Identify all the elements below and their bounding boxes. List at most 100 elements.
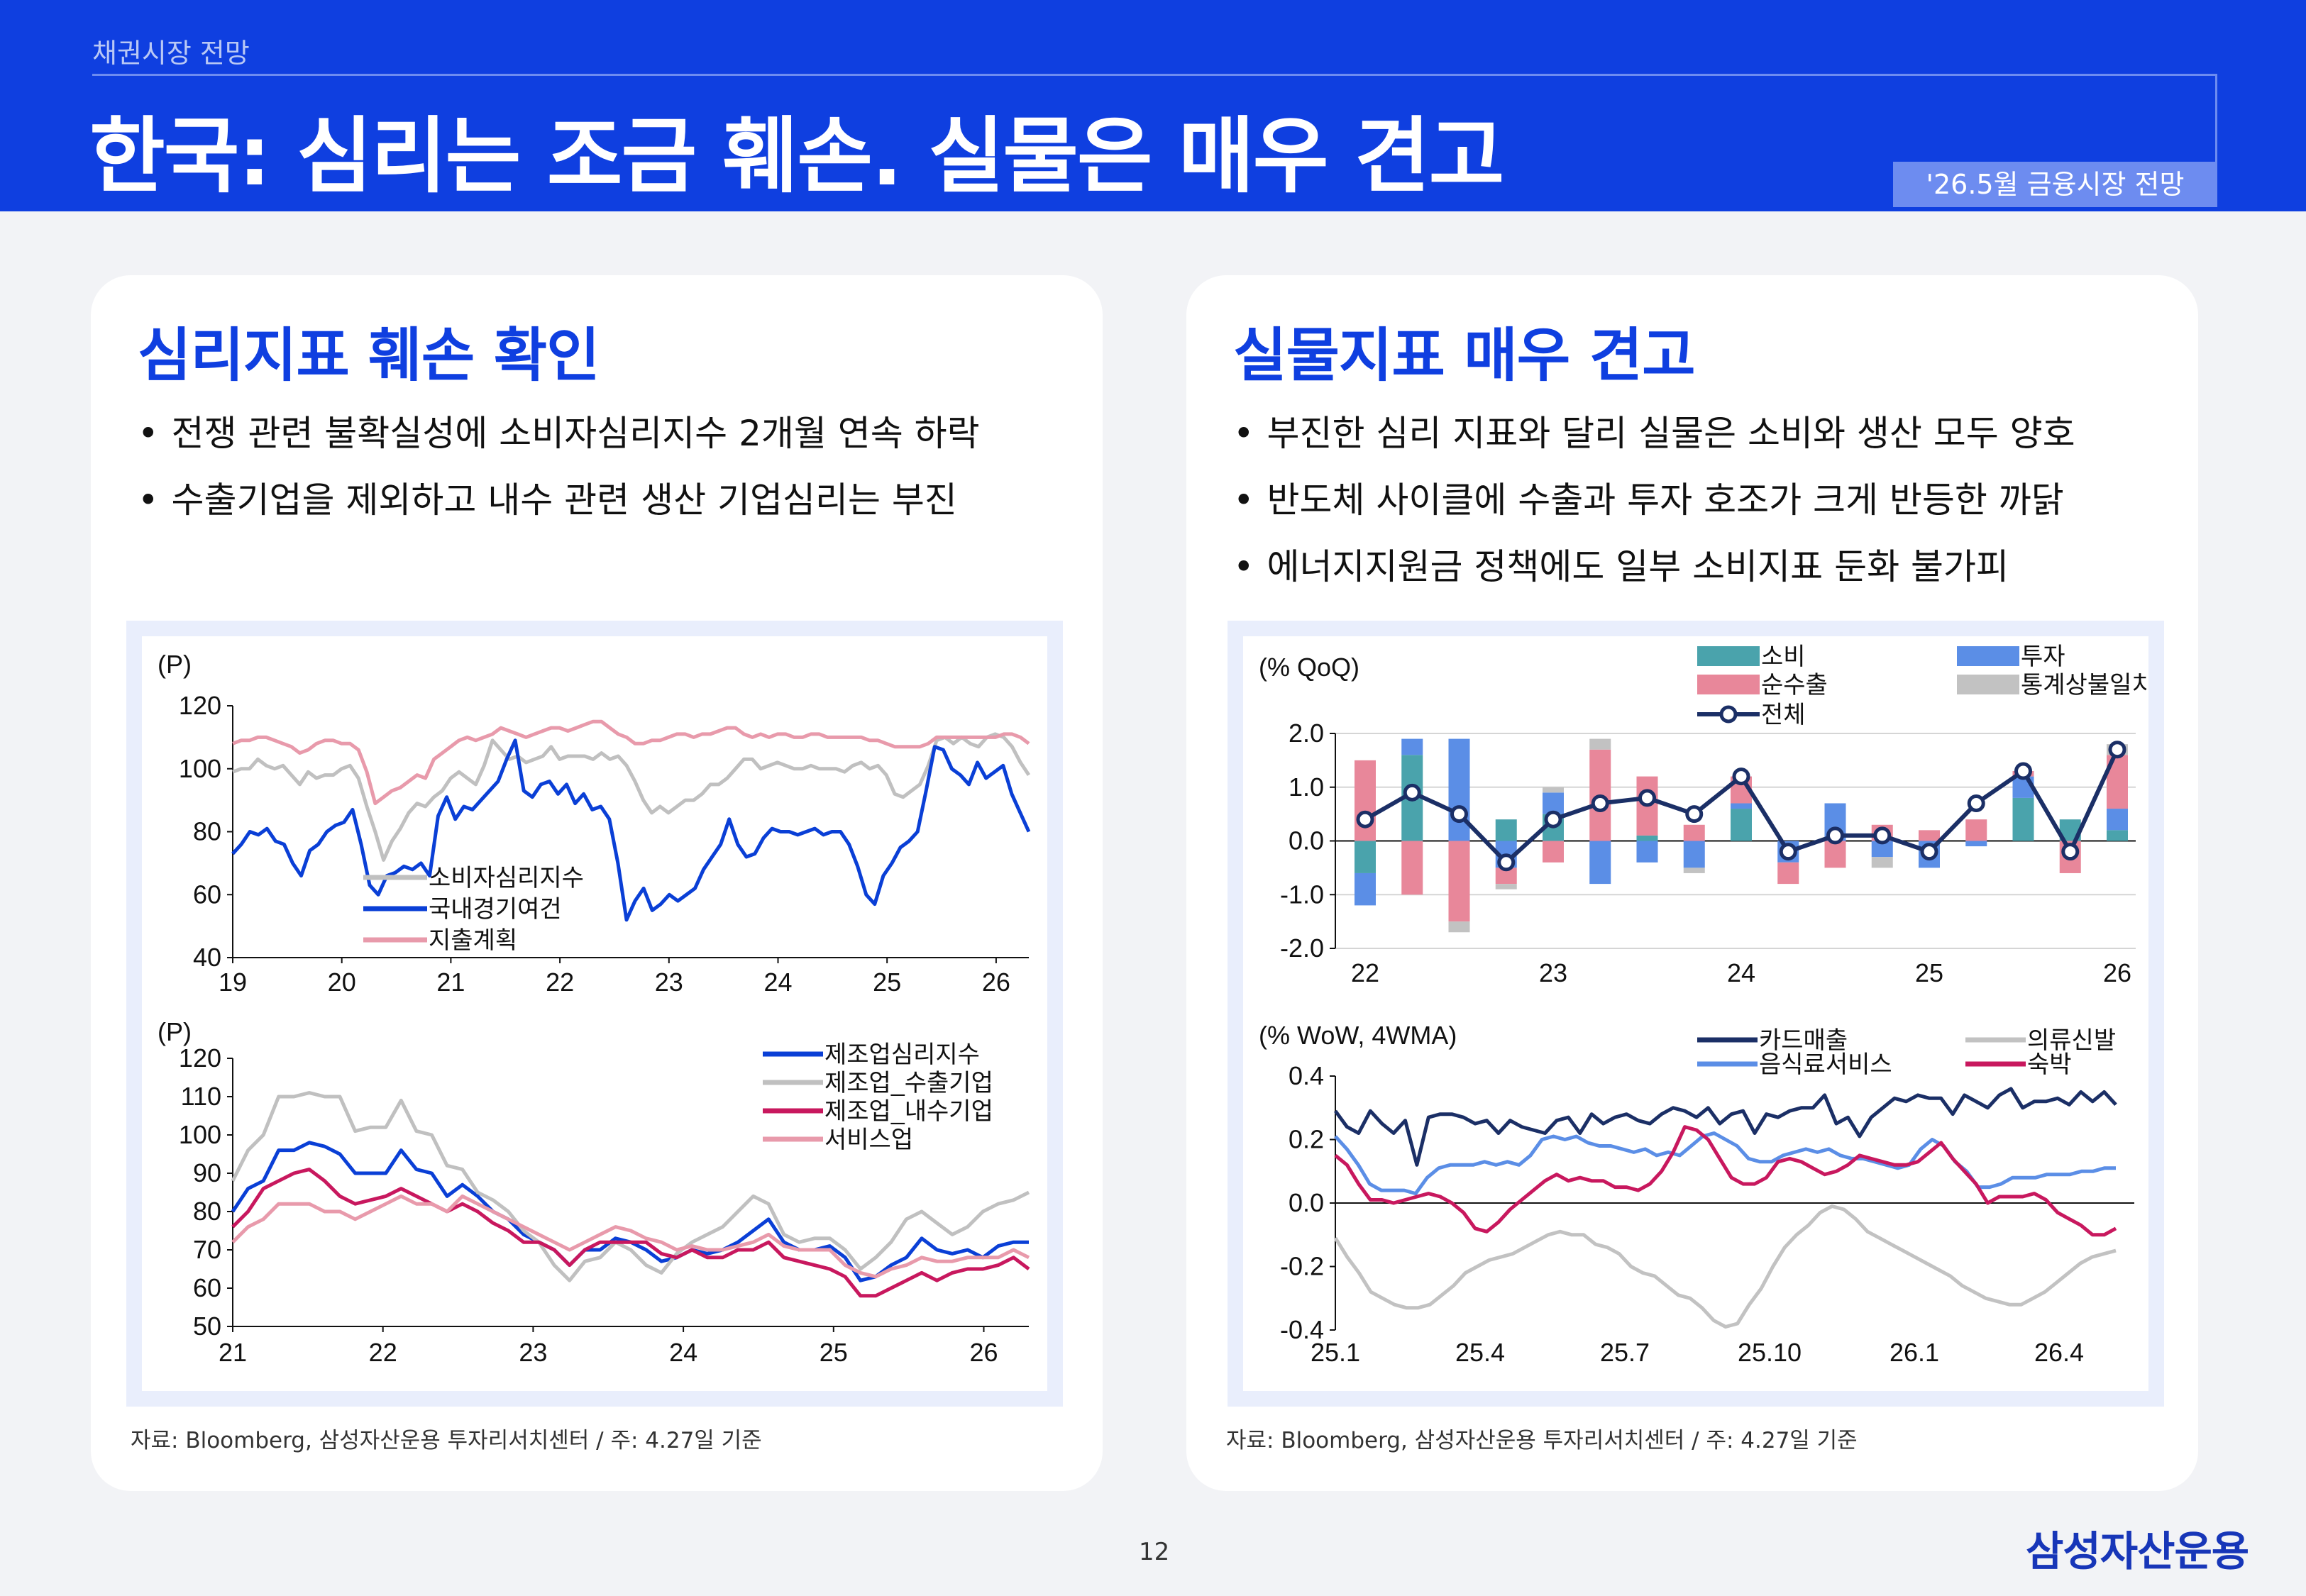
bullet-item: 반도체 사이클에 수출과 투자 호조가 크게 반등한 까닭: [1233, 467, 2075, 533]
sentiment-chart-frame: 40 60 80 100 120 (P) 19 20 21 22 23 24 25 26 소비자심리지수 국내…: [126, 621, 1063, 1407]
bar-segment: [1824, 841, 1846, 868]
y-tick-label: 110: [181, 1082, 221, 1111]
series-line: [1333, 1087, 2117, 1167]
data-point: [1873, 826, 1892, 845]
x-tick-label: 22: [1351, 958, 1379, 987]
bar-segment: [1448, 738, 1470, 841]
y-tick-label: 120: [179, 1043, 221, 1073]
data-point: [2061, 843, 2080, 861]
y-tick-label: 100: [179, 754, 221, 783]
data-point: [1920, 843, 1938, 861]
legend-swatch: [1697, 675, 1760, 694]
y-tick-label: 100: [179, 1120, 221, 1149]
series-line: [1334, 1131, 2116, 1196]
x-tick-label: 24: [669, 1338, 697, 1367]
series-line: [1333, 1204, 2117, 1329]
bar-segment: [1543, 792, 1564, 814]
legend-label: 전체: [1761, 702, 1806, 728]
y-tick-label: 0.0: [1289, 1188, 1324, 1217]
legend-label: 제조업심리지수: [824, 1041, 980, 1068]
y-tick-label: -0.4: [1280, 1315, 1324, 1344]
x-tick-label: 26: [982, 968, 1010, 997]
source-note: 자료: Bloomberg, 삼성자산운용 투자리서치센터 / 주: 4.27일…: [131, 1428, 762, 1453]
y-tick-label: 0.0: [1289, 826, 1324, 855]
bar-segment: [1543, 841, 1564, 863]
bar-segment: [1871, 857, 1893, 868]
y-tick-label: 70: [193, 1235, 221, 1264]
x-tick-label: 19: [219, 968, 247, 997]
real-indicators-bullets: 부진한 심리 지표와 달리 실물은 소비와 생산 모두 양호 반도체 사이클에 …: [1233, 400, 2075, 600]
x-tick-label: 26: [2103, 958, 2131, 987]
data-point: [1497, 853, 1516, 872]
x-tick-label: 26.4: [2034, 1338, 2084, 1367]
bar-segment: [1731, 809, 1752, 841]
series-line: [1334, 1125, 2117, 1237]
data-point: [1638, 789, 1656, 807]
legend-label: 소비자심리지수: [429, 865, 584, 892]
bar-segment: [1636, 835, 1658, 841]
bullet-item: 전쟁 관련 불확실성에 소비자심리지수 2개월 연속 하락: [138, 400, 980, 467]
x-tick-label: 23: [519, 1338, 547, 1367]
company-logo: 삼성자산운용: [2026, 1527, 2249, 1575]
legend-label: 순수출: [1761, 672, 1828, 699]
x-tick-label: 25.1: [1311, 1338, 1360, 1367]
y-unit-label: (P): [158, 650, 192, 679]
data-point: [1544, 810, 1562, 829]
sentiment-panel: 심리지표 훼손 확인 전쟁 관련 불확실성에 소비자심리지수 2개월 연속 하락…: [91, 275, 1103, 1491]
data-point: [1450, 805, 1468, 824]
legend-swatch: [1957, 675, 2019, 694]
bar-segment: [1636, 841, 1658, 863]
y-tick-label: 50: [193, 1312, 221, 1341]
legend-label: 통계상불일치: [2021, 672, 2148, 699]
legend-marker: [1719, 705, 1738, 724]
bar-segment: [1495, 819, 1517, 841]
bar-segment: [1683, 824, 1705, 841]
data-point: [1826, 826, 1844, 845]
legend-label: 카드매출: [1759, 1027, 1848, 1054]
real-indicators-chart-frame: -2.0 -1.0 0.0 1.0 2.0 (% QoQ) 22 23 24 25 26 소비 투자 순수…: [1228, 621, 2164, 1407]
legend-label: 소비: [1761, 643, 1806, 670]
bar-segment: [1495, 884, 1517, 890]
bar-segment: [1495, 868, 1517, 885]
real-indicators-heading: 실물지표 매우 견고: [1233, 322, 1696, 389]
bar-segment: [1919, 830, 1940, 841]
bar-segment: [1589, 841, 1611, 885]
bullet-item: 부진한 심리 지표와 달리 실물은 소비와 생산 모두 양호: [1233, 400, 2075, 467]
legend-label: 의류신발: [2027, 1027, 2116, 1054]
bar-segment: [2107, 830, 2128, 841]
y-tick-label: 90: [193, 1158, 221, 1187]
x-tick-label: 21: [219, 1338, 247, 1367]
y-tick-label: 40: [193, 943, 221, 972]
legend-label: 국내경기여건: [429, 896, 562, 923]
x-tick-label: 26.1: [1890, 1338, 1939, 1367]
x-tick-label: 25: [820, 1338, 848, 1367]
y-tick-label: 80: [193, 817, 221, 846]
bar-segment: [1731, 803, 1752, 809]
source-note: 자료: Bloomberg, 삼성자산운용 투자리서치센터 / 주: 4.27일…: [1226, 1428, 1858, 1453]
y-tick-label: -2.0: [1280, 933, 1324, 963]
series-line: [231, 738, 1031, 922]
y-tick-label: 1.0: [1289, 772, 1324, 802]
x-tick-label: 20: [328, 968, 356, 997]
data-point: [1356, 810, 1374, 829]
legend-swatch: [1957, 646, 2019, 666]
y-tick-label: -1.0: [1280, 880, 1324, 909]
sentiment-bullets: 전쟁 관련 불확실성에 소비자심리지수 2개월 연속 하락 수출기업을 제외하고…: [138, 400, 980, 533]
series-line: [231, 1168, 1030, 1298]
y-unit-label: (% QoQ): [1259, 653, 1359, 682]
series-line: [231, 1194, 1030, 1279]
real-indicators-charts: -2.0 -1.0 0.0 1.0 2.0 (% QoQ) 22 23 24 25 26 소비 투자순수…: [1243, 636, 2148, 1391]
x-tick-label: 26: [969, 1338, 998, 1367]
page-title: 한국: 심리는 조금 훼손. 실물은 매우 견고: [89, 109, 1504, 204]
bullet-item: 수출기업을 제외하고 내수 관련 생산 기업심리는 부진: [138, 467, 980, 533]
x-tick-label: 21: [436, 968, 465, 997]
bar-segment: [1683, 868, 1705, 873]
x-tick-label: 25.7: [1600, 1338, 1650, 1367]
data-point: [2108, 741, 2126, 759]
legend-label: 투자: [2021, 643, 2065, 670]
x-tick-label: 23: [655, 968, 683, 997]
bar-segment: [1355, 760, 1376, 841]
data-point: [1591, 794, 1609, 812]
sentiment-heading: 심리지표 훼손 확인: [138, 322, 600, 389]
